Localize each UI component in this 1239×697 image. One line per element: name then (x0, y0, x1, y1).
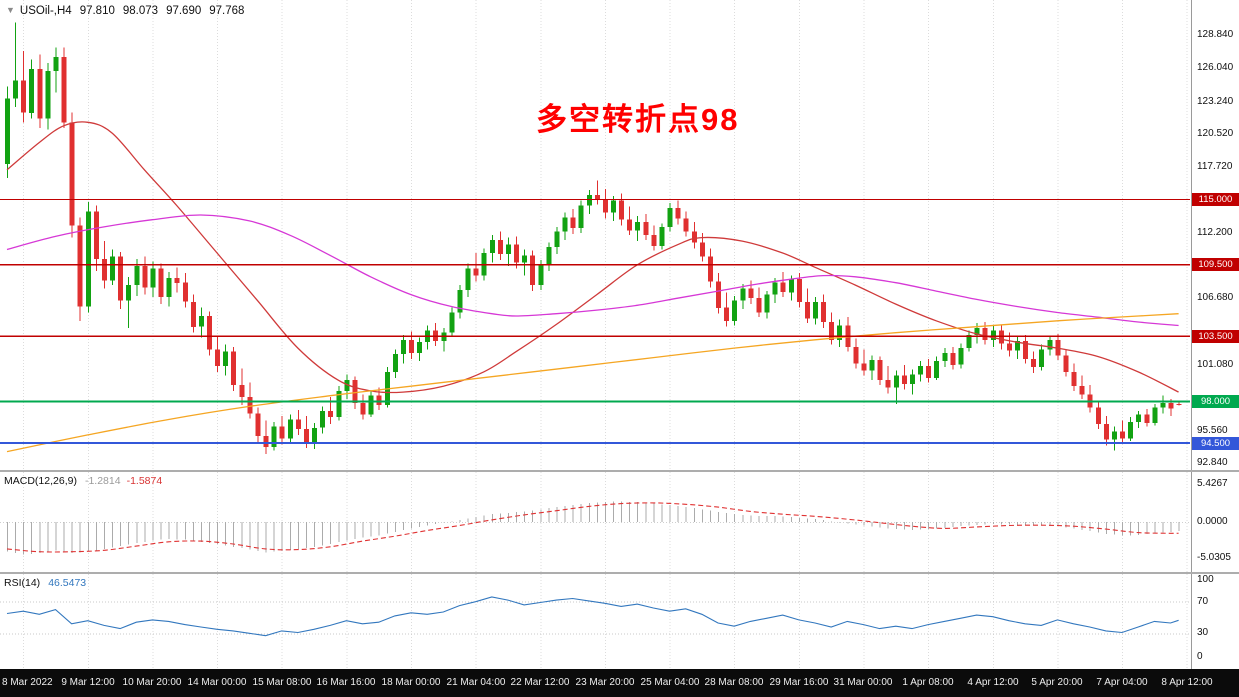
time-axis-label[interactable]: 23 Mar 20:00 (575, 677, 635, 688)
ohlc-low-value: 97.690 (166, 5, 202, 17)
candles (5, 22, 1182, 454)
price-tick-label: 128.840 (1197, 29, 1234, 40)
symbol-timeframe-label: USOil-,H4 (19, 5, 72, 17)
price-tick-label: 123.240 (1197, 96, 1234, 107)
ohlc-open-value: 97.810 (79, 5, 115, 17)
grid-lines (23, 574, 1188, 669)
ma-magenta-line[interactable] (6, 214, 1179, 327)
time-axis-label[interactable]: 29 Mar 16:00 (769, 677, 829, 688)
macd-axis-separator (1191, 472, 1192, 572)
time-axis-label[interactable]: 8 Apr 12:00 (1161, 677, 1213, 688)
price-tick-label: 120.520 (1197, 128, 1234, 139)
price-tick-label: 112.200 (1197, 227, 1233, 238)
price-tick-label: 92.840 (1197, 457, 1228, 468)
macd-histogram (7, 501, 1180, 555)
macd-name: MACD(12,26,9) (4, 475, 77, 487)
rsi-value: 46.5473 (48, 577, 87, 589)
rsi-chart[interactable] (0, 574, 1191, 669)
time-axis-label[interactable]: 28 Mar 08:00 (704, 677, 764, 688)
price-tick-label: 101.080 (1197, 359, 1234, 370)
macd-main-value: -1.2814 (84, 475, 121, 487)
time-axis[interactable]: 8 Mar 2022 9 Mar 12:00 10 Mar 20:00 14 Mar … (0, 669, 1239, 697)
macd-panel: MACD(12,26,9) -1.2814 -1.5874 5.4267 0.0000… (0, 472, 1239, 572)
time-axis-label[interactable]: 22 Mar 12:00 (510, 677, 570, 688)
rsi-line (6, 596, 1179, 637)
time-axis-label[interactable]: 4 Apr 12:00 (967, 677, 1019, 688)
price-tick-label: 95.560 (1197, 425, 1228, 436)
time-axis-label[interactable]: 21 Mar 04:00 (446, 677, 506, 688)
macd-indicator-label: MACD(12,26,9) -1.2814 -1.5874 (4, 475, 162, 487)
time-axis-label[interactable]: 18 Mar 00:00 (381, 677, 441, 688)
time-axis-label[interactable]: 14 Mar 00:00 (187, 677, 247, 688)
price-line-badge: 94.500 (1192, 437, 1239, 450)
candlestick-chart[interactable] (0, 0, 1191, 470)
macd-tick-label: -5.0305 (1197, 552, 1231, 563)
rsi-tick-label: 0 (1197, 651, 1203, 662)
macd-tick-label: 0.0000 (1197, 516, 1228, 527)
macd-tick-label: 5.4267 (1197, 478, 1228, 489)
ohlc-high-value: 98.073 (122, 5, 159, 17)
time-axis-label[interactable]: 10 Mar 20:00 (122, 677, 182, 688)
price-tick-label: 117.720 (1197, 161, 1233, 172)
rsi-panel: RSI(14) 46.5473 100 70 30 0 (0, 574, 1239, 669)
ohlc-close-value: 97.768 (209, 5, 245, 17)
time-axis-label[interactable]: 8 Mar 2022 (2, 677, 53, 688)
ma-red-line[interactable] (6, 121, 1179, 394)
chart-annotation-text[interactable]: 多空转折点98 (536, 102, 740, 137)
macd-signal-line (6, 502, 1179, 553)
time-axis-label[interactable]: 31 Mar 00:00 (833, 677, 893, 688)
price-tick-label: 106.680 (1197, 292, 1234, 303)
time-axis-label[interactable]: 16 Mar 16:00 (316, 677, 376, 688)
rsi-tick-label: 70 (1197, 596, 1209, 607)
rsi-indicator-label: RSI(14) 46.5473 (4, 577, 86, 589)
time-axis-label[interactable]: 7 Apr 04:00 (1096, 677, 1148, 688)
panel-separator[interactable] (0, 470, 1239, 472)
macd-chart[interactable] (0, 472, 1191, 572)
grid-lines (23, 0, 1188, 470)
one-click-collapse-icon[interactable]: ▼ (6, 5, 15, 15)
rsi-name: RSI(14) (4, 577, 41, 589)
price-tick-label: 126.040 (1197, 62, 1234, 73)
ma-orange-line[interactable] (6, 313, 1179, 453)
price-line-badge: 109.500 (1192, 258, 1239, 271)
rsi-tick-label: 30 (1197, 627, 1209, 638)
panel-separator[interactable] (0, 572, 1239, 574)
time-axis-label[interactable]: 9 Mar 12:00 (61, 677, 115, 688)
rsi-tick-label: 100 (1197, 574, 1214, 585)
price-line-badge: 98.000 (1192, 395, 1239, 408)
price-line-badge: 115.000 (1192, 193, 1239, 206)
rsi-axis-separator (1191, 574, 1192, 669)
time-axis-label[interactable]: 5 Apr 20:00 (1031, 677, 1083, 688)
time-axis-label[interactable]: 1 Apr 08:00 (902, 677, 954, 688)
time-axis-label[interactable]: 25 Mar 04:00 (640, 677, 700, 688)
symbol-info-bar: ▼ USOil-,H4 97.810 98.073 97.690 97.768 (6, 5, 244, 17)
macd-signal-value: -1.5874 (126, 475, 163, 487)
time-axis-label[interactable]: 15 Mar 08:00 (252, 677, 312, 688)
price-line-badge: 103.500 (1192, 330, 1239, 343)
price-axis-separator (1191, 0, 1192, 470)
price-chart-panel: ▼ USOil-,H4 97.810 98.073 97.690 97.768 多空转折点… (0, 0, 1239, 470)
